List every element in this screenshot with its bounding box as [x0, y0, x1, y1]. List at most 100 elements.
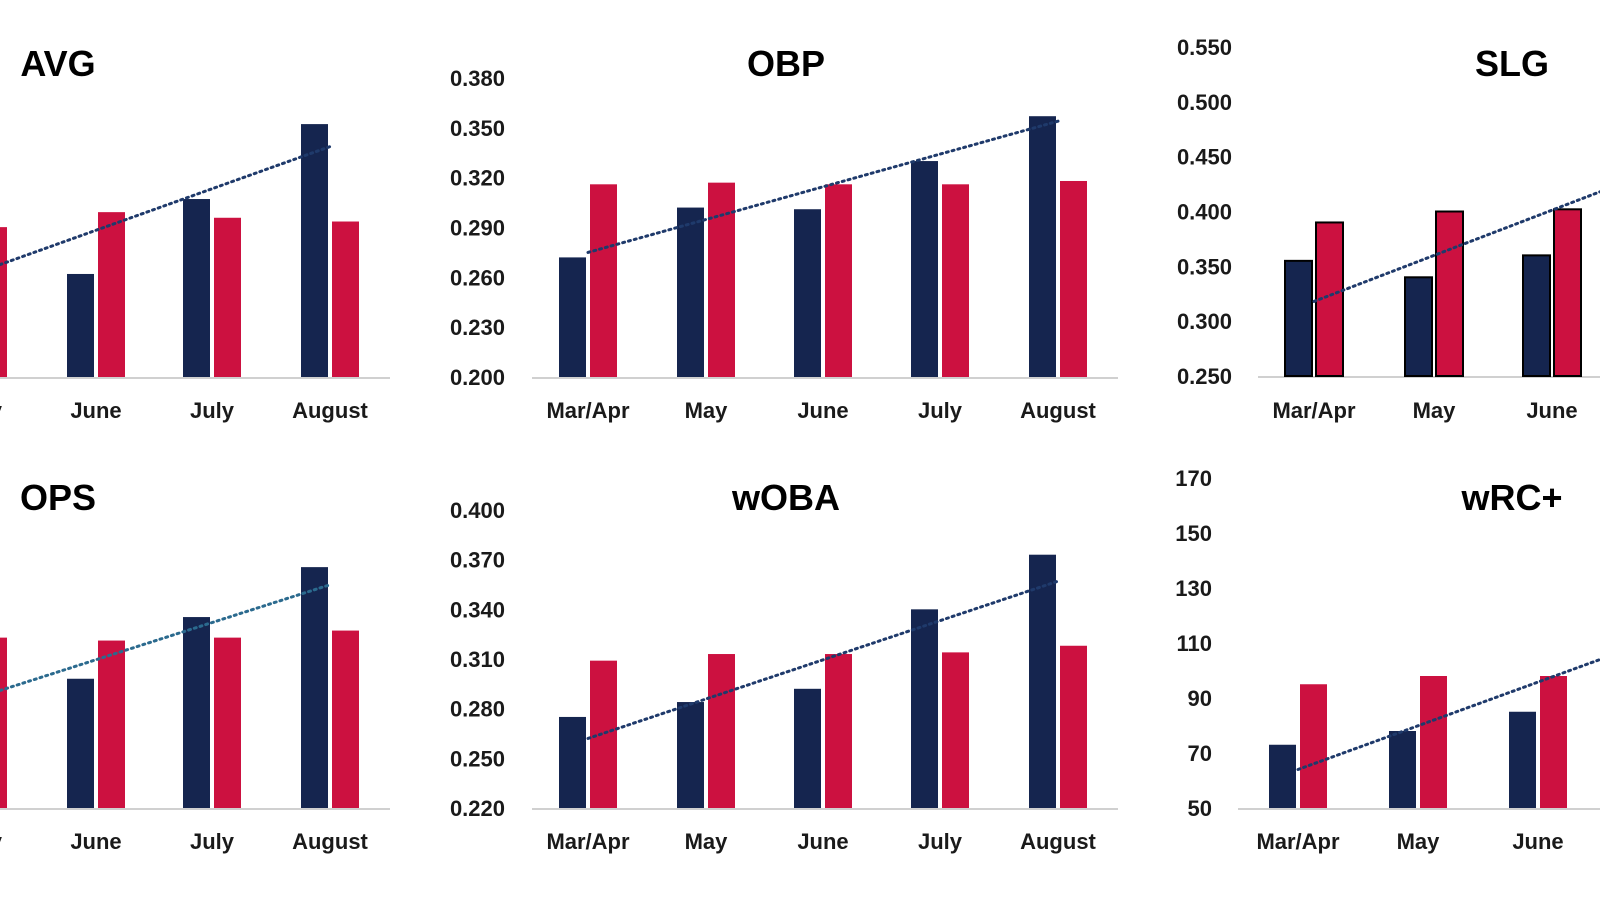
bar-series-2 — [942, 184, 969, 377]
y-tick-label: 0.280 — [450, 697, 505, 722]
bar-series-2 — [1540, 676, 1567, 808]
y-tick-label: 0.400 — [1177, 200, 1232, 225]
x-tick-label: July — [190, 398, 235, 423]
x-tick-label: August — [292, 829, 368, 854]
y-tick-label: 0.350 — [1177, 254, 1232, 279]
x-tick-label: June — [797, 398, 848, 423]
bar-series-1 — [559, 257, 586, 377]
y-tick-label: 0.370 — [450, 548, 505, 573]
chart-title: wOBA — [731, 477, 840, 518]
y-tick-label: 0.400 — [450, 498, 505, 523]
x-tick-label: May — [1397, 829, 1441, 854]
y-tick-label: 0.350 — [450, 116, 505, 141]
x-tick-label: Mar/Apr — [546, 398, 630, 423]
bar-series-1 — [183, 199, 210, 377]
bar-series-2 — [1553, 208, 1582, 377]
bar-series-1 — [1389, 731, 1416, 808]
y-tick-label: 0.340 — [450, 597, 505, 622]
chart-obp: OBP 0.200 0.230 0.260 0.290 0.320 0.350 0.380 Ma… — [450, 43, 1118, 423]
y-tick-label: 90 — [1188, 686, 1212, 711]
y-tick-label: 0.500 — [1177, 90, 1232, 115]
x-tick-label: June — [70, 829, 121, 854]
bar-series-2 — [0, 637, 7, 808]
x-tick-label: August — [1020, 829, 1096, 854]
x-tick-label: July — [918, 829, 963, 854]
bar-series-1 — [1269, 744, 1296, 808]
bar-series-1 — [67, 678, 94, 808]
x-tick-label: May — [685, 829, 729, 854]
chart-title: wRC+ — [1460, 477, 1562, 518]
chart-avg: AVG y June July August — [0, 43, 390, 423]
y-tick-label: 0.550 — [1177, 35, 1232, 60]
chart-slg: SLG 0.250 0.300 0.350 0.400 0.450 0.500 0.550 Ma… — [1177, 35, 1600, 423]
y-tick-label: 0.250 — [1177, 364, 1232, 389]
chart-title: OPS — [20, 477, 96, 518]
bar-series-1 — [301, 567, 328, 808]
bar-series-2 — [942, 652, 969, 808]
bar-series-2 — [708, 182, 735, 377]
chart-title: AVG — [20, 43, 95, 84]
bar-series-1 — [1404, 276, 1433, 377]
bar-series-2 — [1060, 180, 1087, 377]
trendline — [1312, 190, 1600, 303]
chart-title: OBP — [747, 43, 825, 84]
x-tick-label: July — [190, 829, 235, 854]
bar-series-1 — [1509, 711, 1536, 808]
bar-series-1 — [559, 716, 586, 808]
x-tick-label: May — [1413, 398, 1457, 423]
y-tick-label: 0.310 — [450, 647, 505, 672]
x-tick-label: Mar/Apr — [546, 829, 630, 854]
x-tick-label: y — [0, 398, 3, 423]
y-tick-label: 0.250 — [450, 746, 505, 771]
y-tick-label: 0.230 — [450, 315, 505, 340]
bar-series-1 — [67, 273, 94, 377]
x-tick-label: y — [0, 829, 3, 854]
bar-series-2 — [0, 227, 7, 377]
x-tick-label: June — [70, 398, 121, 423]
bar-series-1 — [183, 617, 210, 808]
x-tick-label: Mar/Apr — [1272, 398, 1356, 423]
bar-series-1 — [1522, 254, 1551, 377]
bar-series-2 — [825, 184, 852, 377]
x-tick-label: July — [918, 398, 963, 423]
chart-title: SLG — [1475, 43, 1549, 84]
y-tick-label: 0.320 — [450, 166, 505, 191]
x-tick-label: May — [685, 398, 729, 423]
trendline — [0, 583, 332, 692]
y-tick-label: 170 — [1175, 466, 1212, 491]
bar-series-1 — [1284, 259, 1313, 378]
bar-series-2 — [1060, 645, 1087, 808]
chart-ops: OPS y June July August — [0, 477, 390, 854]
y-tick-label: 0.220 — [450, 796, 505, 821]
y-tick-label: 150 — [1175, 521, 1212, 546]
x-tick-label: June — [1512, 829, 1563, 854]
bar-series-2 — [708, 654, 735, 808]
trendline — [1296, 658, 1600, 771]
bar-series-1 — [301, 124, 328, 377]
bar-series-1 — [794, 209, 821, 377]
y-tick-label: 0.260 — [450, 265, 505, 290]
bar-series-1 — [911, 161, 938, 377]
y-tick-label: 0.200 — [450, 365, 505, 390]
y-tick-label: 0.300 — [1177, 309, 1232, 334]
bar-series-2 — [825, 654, 852, 808]
bar-series-2 — [1420, 676, 1447, 808]
y-tick-label: 70 — [1188, 741, 1212, 766]
x-tick-label: August — [292, 398, 368, 423]
bar-series-2 — [332, 630, 359, 808]
y-tick-label: 110 — [1177, 631, 1213, 656]
bar-series-1 — [911, 609, 938, 808]
bar-series-2 — [214, 217, 241, 377]
x-tick-label: August — [1020, 398, 1096, 423]
bar-series-2 — [1435, 210, 1464, 377]
bar-series-2 — [590, 660, 617, 808]
bar-series-2 — [214, 637, 241, 808]
bar-series-2 — [98, 640, 125, 808]
y-tick-label: 130 — [1175, 576, 1212, 601]
trendline — [0, 145, 332, 267]
chart-wrc-: wRC+ 50 70 90 110 130 150 170 Mar/Apr May June — [1175, 466, 1600, 854]
bar-series-2 — [590, 184, 617, 377]
bar-series-1 — [1029, 554, 1056, 808]
bar-series-2 — [1300, 684, 1327, 808]
chart-woba: wOBA 0.220 0.250 0.280 0.310 0.340 0.370 0.400 M… — [450, 477, 1118, 854]
